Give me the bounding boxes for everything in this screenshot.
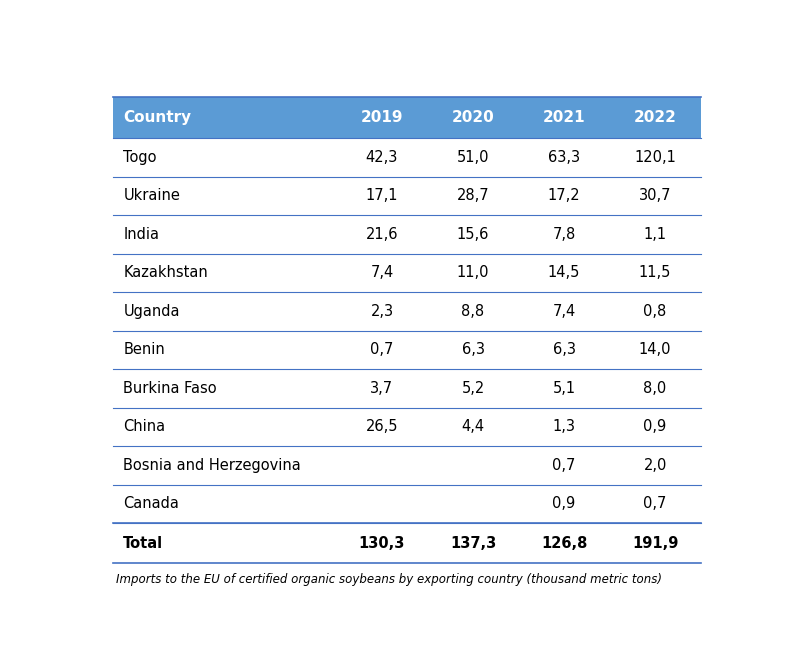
Text: 30,7: 30,7 <box>639 188 672 204</box>
Text: Burkina Faso: Burkina Faso <box>123 381 217 396</box>
Text: 11,5: 11,5 <box>639 265 671 280</box>
Text: 17,1: 17,1 <box>366 188 399 204</box>
Text: 8,0: 8,0 <box>643 381 667 396</box>
Text: 1,3: 1,3 <box>553 419 576 434</box>
Text: 8,8: 8,8 <box>461 304 484 319</box>
Text: 0,7: 0,7 <box>553 458 576 473</box>
Text: Ukraine: Ukraine <box>123 188 180 204</box>
Text: 11,0: 11,0 <box>457 265 489 280</box>
Text: 7,8: 7,8 <box>553 227 576 242</box>
Text: 14,5: 14,5 <box>548 265 580 280</box>
Text: 3,7: 3,7 <box>370 381 394 396</box>
Text: 17,2: 17,2 <box>548 188 580 204</box>
Text: India: India <box>123 227 160 242</box>
Text: 0,9: 0,9 <box>553 497 576 511</box>
Text: 0,7: 0,7 <box>643 497 667 511</box>
Text: 21,6: 21,6 <box>366 227 399 242</box>
Text: 2020: 2020 <box>452 110 495 125</box>
Text: Canada: Canada <box>123 497 179 511</box>
Text: Total: Total <box>123 536 164 550</box>
Text: 4,4: 4,4 <box>461 419 484 434</box>
Text: 0,9: 0,9 <box>643 419 667 434</box>
Text: 14,0: 14,0 <box>639 342 672 357</box>
Text: 2019: 2019 <box>360 110 403 125</box>
Text: 7,4: 7,4 <box>370 265 394 280</box>
Text: Imports to the EU of certified organic soybeans by exporting country (thousand m: Imports to the EU of certified organic s… <box>116 573 662 586</box>
Text: Uganda: Uganda <box>123 304 179 319</box>
Text: 137,3: 137,3 <box>450 536 496 550</box>
Text: 0,7: 0,7 <box>370 342 394 357</box>
Text: 42,3: 42,3 <box>366 150 398 165</box>
Text: 7,4: 7,4 <box>553 304 576 319</box>
Text: Country: Country <box>123 110 191 125</box>
Text: 6,3: 6,3 <box>553 342 576 357</box>
Text: Togo: Togo <box>123 150 156 165</box>
Text: 5,1: 5,1 <box>553 381 576 396</box>
Text: 126,8: 126,8 <box>541 536 588 550</box>
Text: Bosnia and Herzegovina: Bosnia and Herzegovina <box>123 458 301 473</box>
Text: 15,6: 15,6 <box>457 227 489 242</box>
Text: 2,3: 2,3 <box>370 304 394 319</box>
Text: 5,2: 5,2 <box>461 381 484 396</box>
Text: 1,1: 1,1 <box>644 227 667 242</box>
Text: 130,3: 130,3 <box>359 536 405 550</box>
Text: 191,9: 191,9 <box>632 536 678 550</box>
Text: 28,7: 28,7 <box>457 188 489 204</box>
Text: 120,1: 120,1 <box>634 150 676 165</box>
Text: Kazakhstan: Kazakhstan <box>123 265 208 280</box>
Text: 2022: 2022 <box>634 110 676 125</box>
Text: 51,0: 51,0 <box>457 150 489 165</box>
Text: 0,8: 0,8 <box>643 304 667 319</box>
Text: China: China <box>123 419 165 434</box>
Text: 2021: 2021 <box>543 110 585 125</box>
Text: 6,3: 6,3 <box>461 342 484 357</box>
Text: Benin: Benin <box>123 342 165 357</box>
Text: 26,5: 26,5 <box>366 419 399 434</box>
Text: 2,0: 2,0 <box>643 458 667 473</box>
Text: 63,3: 63,3 <box>548 150 580 165</box>
Bar <box>114 97 700 138</box>
